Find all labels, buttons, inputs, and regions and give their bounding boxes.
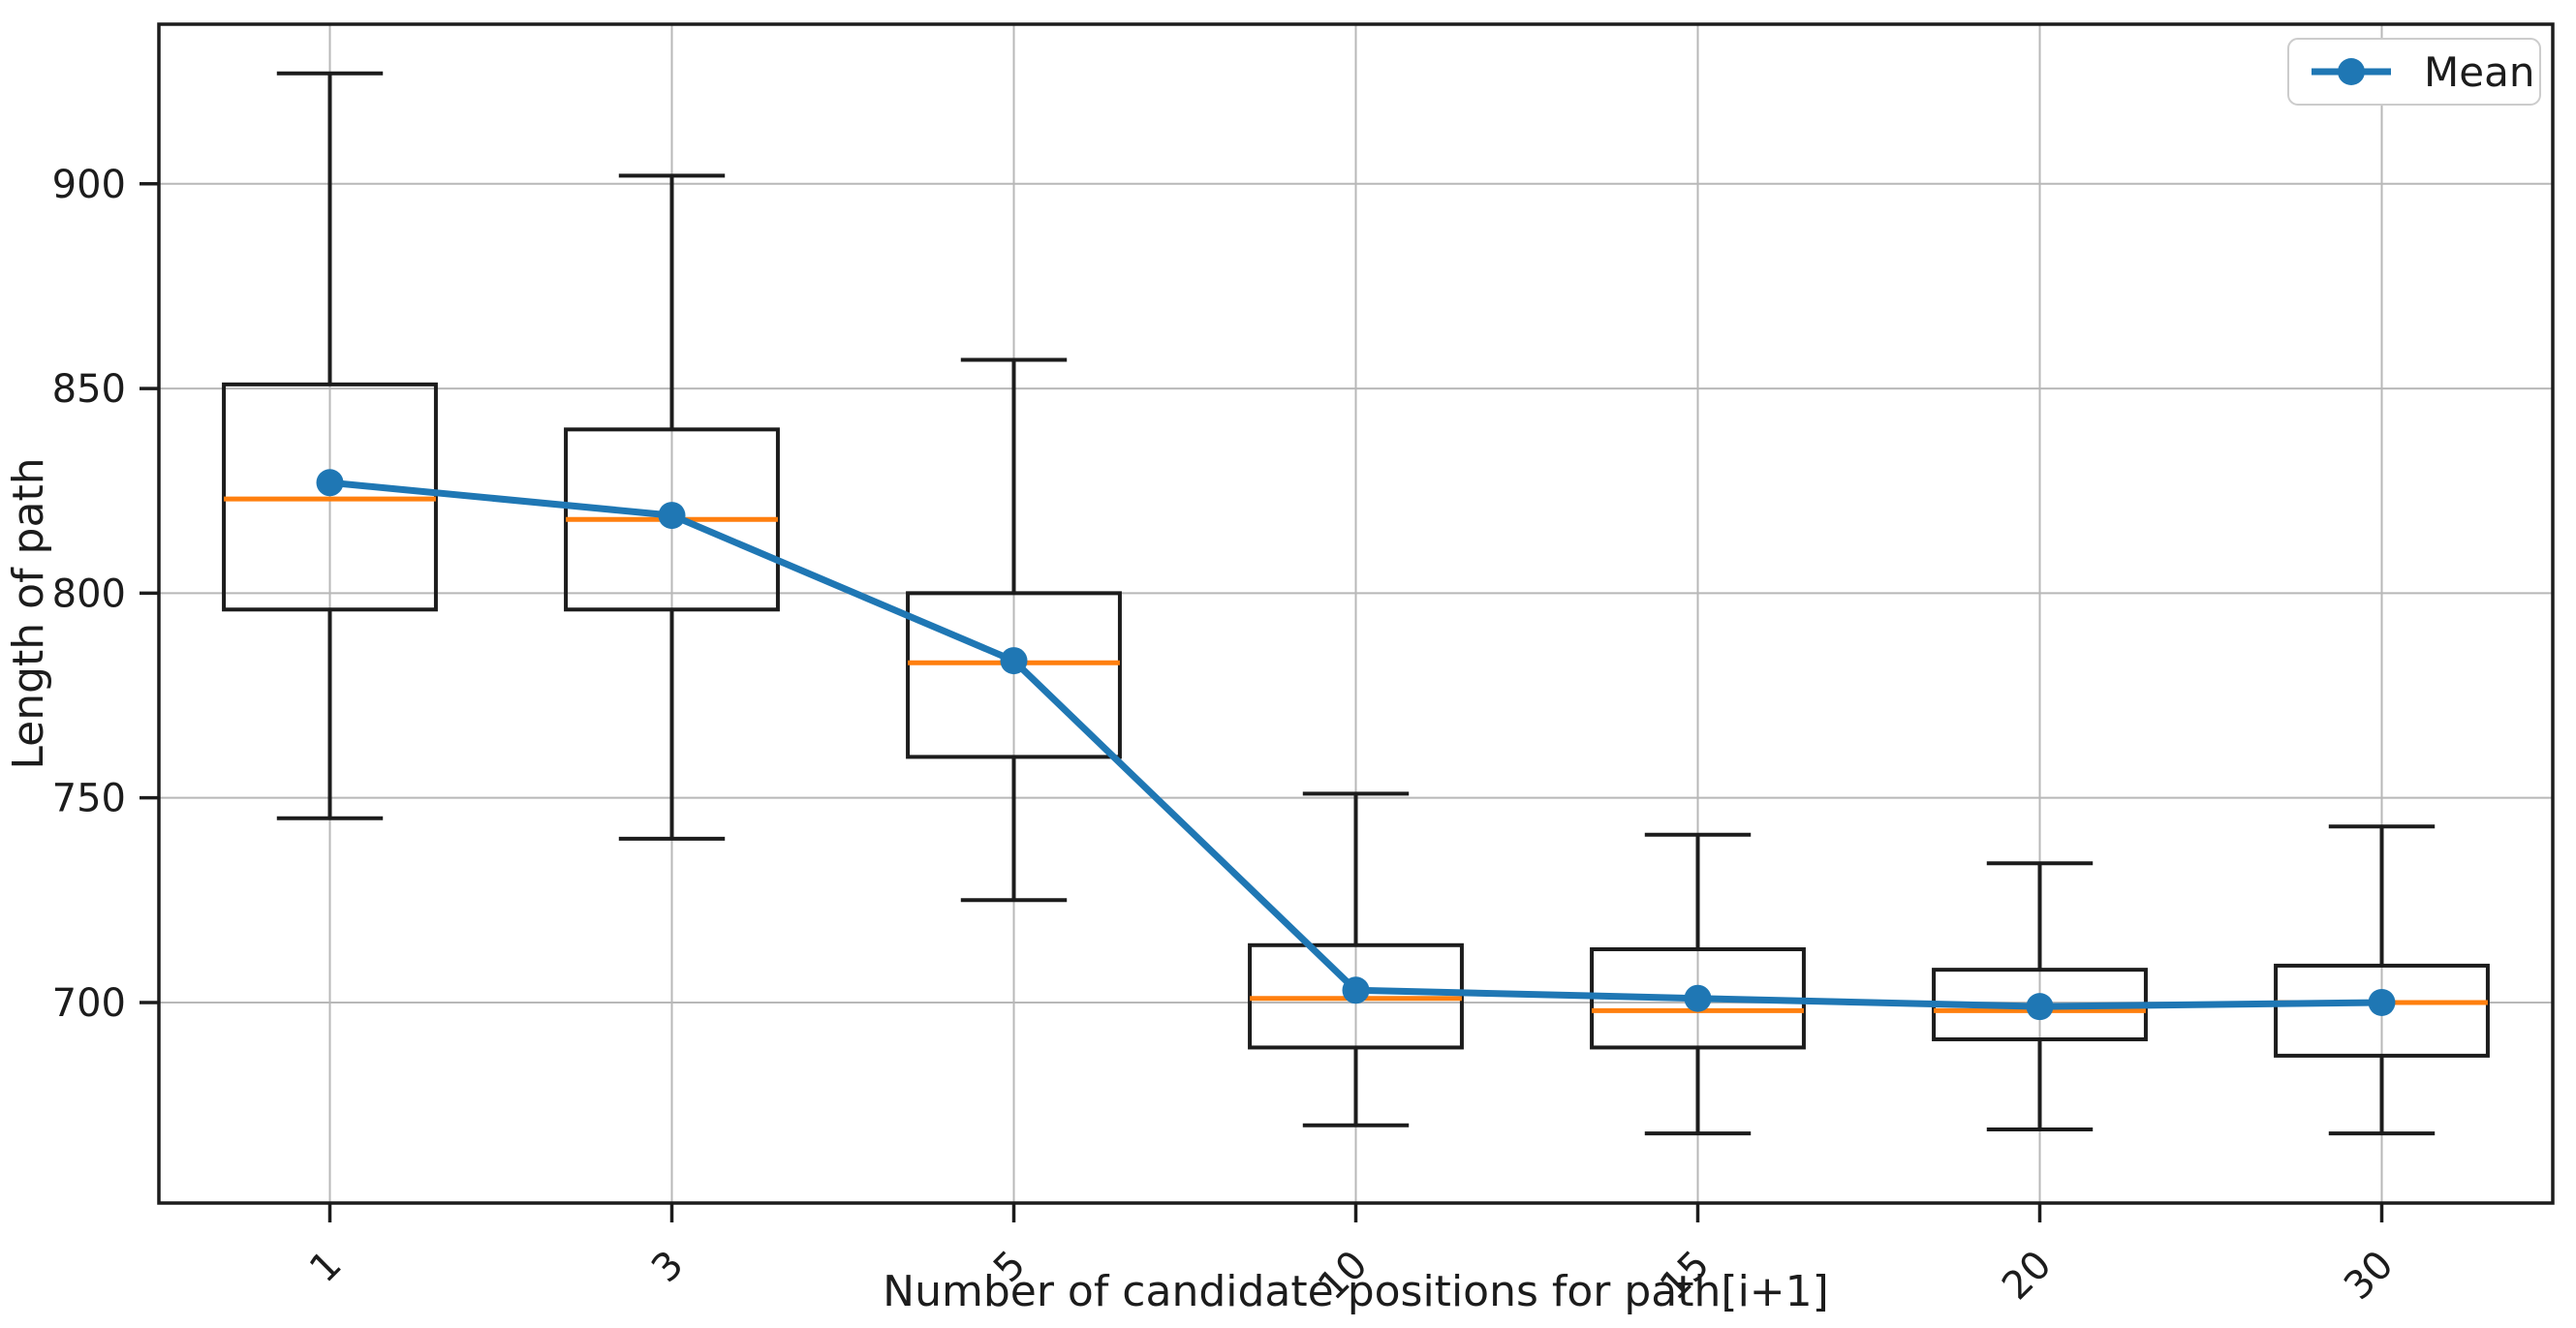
mean-marker-icon bbox=[2368, 988, 2396, 1016]
mean-marker-icon bbox=[1342, 976, 1370, 1004]
mean-marker-icon bbox=[1684, 984, 1712, 1012]
x-tick-label: 1 bbox=[301, 1243, 351, 1292]
mean-marker-icon bbox=[2026, 993, 2054, 1021]
y-tick-label: 700 bbox=[52, 981, 126, 1026]
y-tick-label: 850 bbox=[52, 367, 126, 412]
x-tick-label: 30 bbox=[2336, 1243, 2403, 1310]
y-axis-label: Length of path bbox=[4, 457, 53, 769]
mean-marker-icon bbox=[658, 502, 686, 530]
box-group bbox=[906, 357, 1122, 903]
y-tick-label: 900 bbox=[52, 163, 126, 207]
legend-mean-marker-icon bbox=[2338, 58, 2365, 85]
mean-marker-icon bbox=[316, 469, 344, 497]
legend-box bbox=[2287, 38, 2541, 106]
x-tick-label: 3 bbox=[643, 1243, 693, 1292]
legend-label: Mean bbox=[2424, 48, 2534, 96]
x-tick-label: 20 bbox=[1994, 1243, 2061, 1310]
iqr-box bbox=[2274, 963, 2490, 1058]
mean-marker-icon bbox=[1000, 647, 1028, 675]
iqr-box bbox=[906, 591, 1122, 759]
y-tick-label: 750 bbox=[52, 777, 126, 821]
box-group bbox=[564, 173, 780, 841]
box-layer bbox=[222, 71, 2490, 1136]
y-tick-label: 800 bbox=[52, 571, 126, 616]
legend: Mean bbox=[2287, 38, 2541, 106]
box-group bbox=[222, 71, 438, 820]
x-axis-label: Number of candidate positions for path[i… bbox=[883, 1267, 1829, 1316]
mean-line-layer bbox=[316, 469, 2396, 1021]
grid-layer bbox=[159, 24, 2553, 1203]
